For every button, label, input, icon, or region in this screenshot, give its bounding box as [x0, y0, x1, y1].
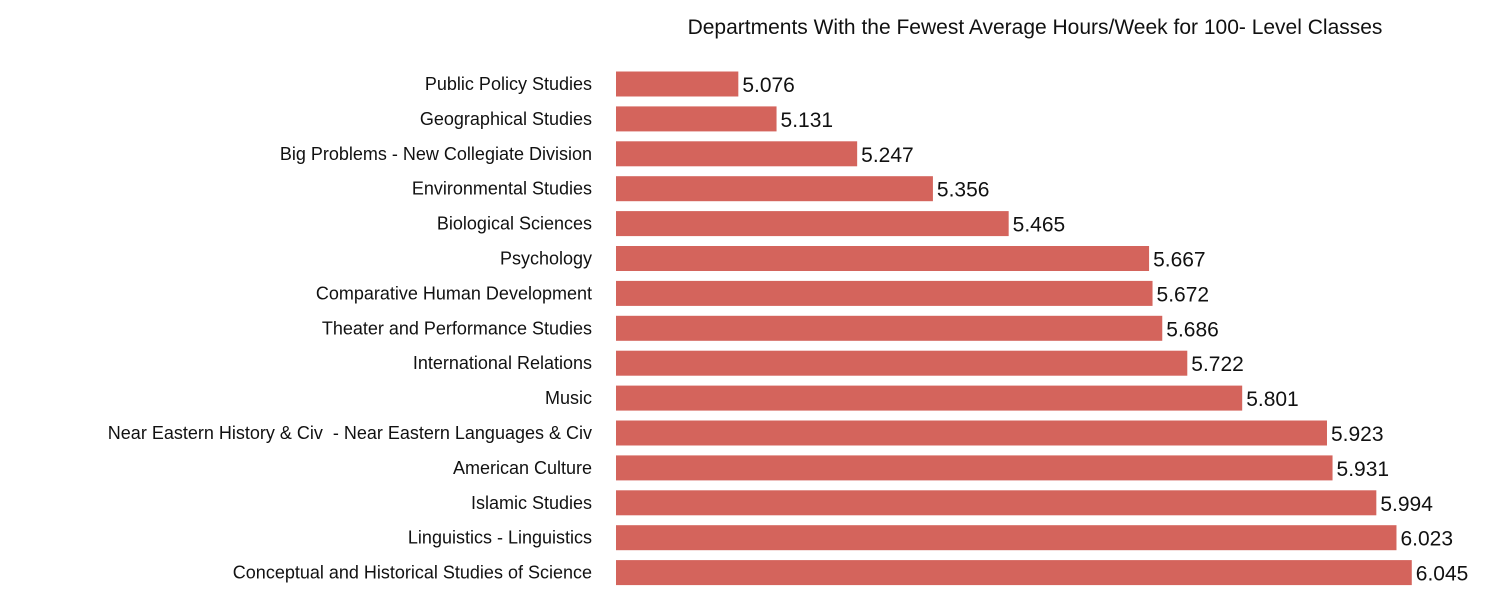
category-label: Near Eastern History & Civ - Near Easter… — [108, 423, 592, 443]
category-label: Environmental Studies — [412, 179, 592, 199]
bar — [616, 106, 777, 132]
value-label: 5.923 — [1331, 423, 1384, 446]
value-label: 5.667 — [1153, 249, 1206, 272]
bar-row: Comparative Human Development 5.672 — [316, 280, 1210, 306]
value-label: 5.686 — [1166, 318, 1219, 341]
bar — [616, 455, 1333, 481]
category-label: Comparative Human Development — [316, 283, 592, 303]
bar — [616, 525, 1397, 551]
category-label: Big Problems - New Collegiate Division — [280, 144, 592, 164]
chart-title: Departments With the Fewest Average Hour… — [688, 16, 1383, 39]
bar-row: International Relations 5.722 — [413, 350, 1244, 376]
bar-row: American Culture 5.931 — [453, 455, 1389, 481]
bar-row: Islamic Studies 5.994 — [471, 490, 1433, 516]
bar-row: Conceptual and Historical Studies of Sci… — [233, 560, 1469, 586]
category-label: Islamic Studies — [471, 493, 592, 513]
value-label: 5.672 — [1157, 283, 1210, 306]
category-label: Public Policy Studies — [425, 74, 592, 94]
bar-row: Public Policy Studies 5.076 — [425, 71, 795, 97]
value-label: 5.465 — [1013, 214, 1066, 237]
bar-row: Music 5.801 — [545, 385, 1299, 411]
bars-layer: Public Policy Studies 5.076 Geographical S… — [108, 71, 1469, 586]
value-label: 5.131 — [781, 109, 834, 132]
category-label: Biological Sciences — [437, 214, 592, 234]
value-label: 5.931 — [1337, 458, 1390, 481]
bar — [616, 350, 1188, 376]
bar — [616, 246, 1150, 271]
bar-row: Big Problems - New Collegiate Division 5.… — [280, 141, 914, 167]
category-label: Geographical Studies — [420, 109, 592, 129]
value-label: 5.247 — [861, 144, 914, 167]
value-label: 6.023 — [1400, 528, 1453, 551]
bar-row: Psychology 5.667 — [500, 246, 1206, 272]
value-label: 5.722 — [1191, 353, 1244, 376]
bar — [616, 211, 1009, 237]
category-label: Conceptual and Historical Studies of Sci… — [233, 563, 592, 583]
bar-row: Linguistics - Linguistics 6.023 — [408, 525, 1453, 551]
value-label: 5.076 — [742, 74, 795, 97]
value-label: 5.801 — [1246, 388, 1299, 411]
bar — [616, 280, 1153, 306]
category-label: Theater and Performance Studies — [322, 318, 592, 338]
bar-row: Theater and Performance Studies 5.686 — [322, 315, 1219, 341]
bar — [616, 420, 1327, 446]
category-label: Music — [545, 388, 592, 408]
bar — [616, 176, 933, 202]
category-label: International Relations — [413, 353, 592, 373]
bar — [616, 141, 858, 167]
value-label: 5.356 — [937, 179, 990, 202]
bar — [616, 315, 1163, 341]
bar-row: Near Eastern History & Civ - Near Easter… — [108, 420, 1384, 446]
bar — [616, 560, 1412, 586]
category-label: Linguistics - Linguistics — [408, 528, 592, 548]
bar — [616, 385, 1243, 411]
bar-row: Geographical Studies 5.131 — [420, 106, 834, 132]
bar-row: Environmental Studies 5.356 — [412, 176, 990, 202]
bar — [616, 71, 739, 97]
value-label: 5.994 — [1380, 493, 1433, 516]
bar — [616, 490, 1377, 516]
category-label: American Culture — [453, 458, 592, 478]
value-label: 6.045 — [1416, 563, 1469, 586]
bar-row: Biological Sciences 5.465 — [437, 211, 1065, 237]
category-label: Psychology — [500, 249, 592, 269]
